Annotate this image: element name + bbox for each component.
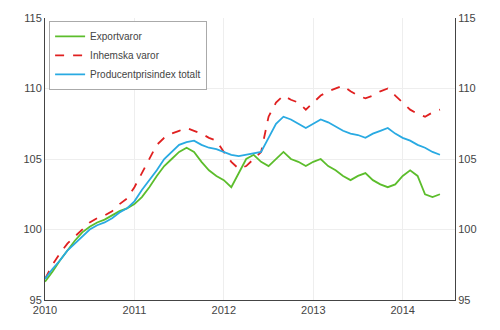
svg-text:115: 115 [458,12,476,24]
svg-text:100: 100 [458,223,476,235]
svg-text:95: 95 [30,294,42,306]
svg-text:105: 105 [458,153,476,165]
svg-text:Producentprisindex totalt: Producentprisindex totalt [90,69,200,80]
svg-text:110: 110 [24,82,42,94]
svg-text:2011: 2011 [123,304,147,316]
svg-text:110: 110 [458,82,476,94]
svg-text:2013: 2013 [301,304,325,316]
svg-text:2014: 2014 [390,304,414,316]
svg-text:2012: 2012 [212,304,236,316]
svg-text:115: 115 [24,12,42,24]
svg-text:100: 100 [23,223,41,235]
svg-text:Exportvaror: Exportvaror [90,31,142,42]
svg-text:2010: 2010 [33,304,57,316]
svg-text:Inhemska varor: Inhemska varor [90,50,160,61]
svg-text:105: 105 [23,153,41,165]
svg-text:95: 95 [458,294,470,306]
